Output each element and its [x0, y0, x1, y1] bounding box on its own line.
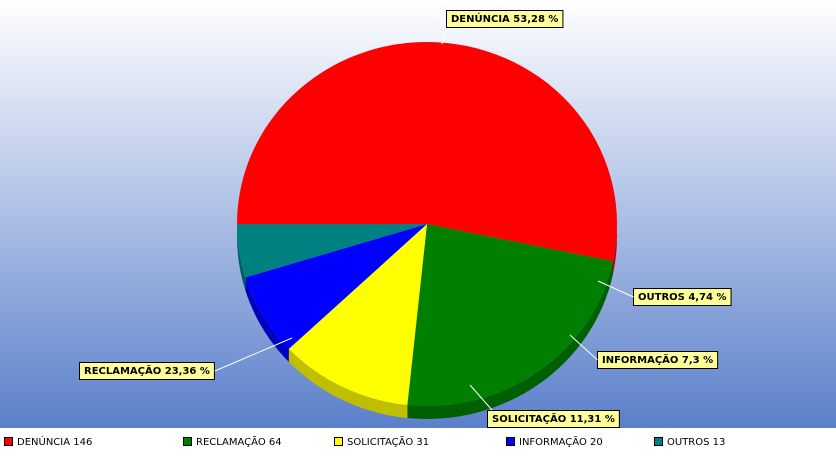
legend-count: 64: [269, 437, 282, 448]
label-value: 4,74 %: [688, 292, 726, 303]
legend-count: 13: [713, 437, 726, 448]
slice-side: [612, 224, 617, 275]
slice-label: DENÚNCIA 53,28 %: [446, 10, 564, 28]
legend-label: DENÚNCIA 146: [17, 435, 92, 448]
label-category: SOLICITAÇÃO: [492, 412, 566, 425]
label-text: DENÚNCIA 53,28 %: [451, 12, 558, 25]
legend-label: SOLICITAÇÃO 31: [347, 435, 429, 448]
legend-category: INFORMAÇÃO: [519, 435, 587, 448]
pie-sides: [237, 224, 617, 420]
legend-label: OUTROS 13: [667, 437, 725, 448]
legend-swatch: [654, 437, 663, 446]
label-value: 23,36 %: [165, 366, 210, 377]
leader-line: [569, 334, 598, 361]
label-category: DENÚNCIA: [451, 12, 510, 25]
leader-line: [597, 280, 634, 298]
label-text: INFORMAÇÃO 7,3 %: [602, 353, 713, 366]
label-category: INFORMAÇÃO: [602, 353, 678, 366]
legend-label: RECLAMAÇÃO 64: [196, 435, 282, 448]
legend-category: RECLAMAÇÃO: [196, 435, 266, 448]
label-text: SOLICITAÇÃO 11,31 %: [492, 412, 615, 425]
legend-count: 146: [73, 437, 92, 448]
label-box: [79, 362, 215, 380]
slice-label: SOLICITAÇÃO 11,31 %: [487, 410, 620, 428]
slice-side: [288, 348, 408, 419]
leader-line: [441, 27, 448, 45]
slice: [407, 224, 613, 406]
label-box: [446, 10, 564, 28]
label-box: [487, 410, 620, 428]
legend-category: DENÚNCIA: [17, 435, 70, 448]
label-value: 7,3 %: [682, 355, 713, 366]
slice: [288, 224, 427, 406]
legend: DENÚNCIA 146 RECLAMAÇÃO 64 SOLICITAÇÃO 31 I…: [4, 435, 725, 448]
legend-swatch: [183, 437, 192, 446]
leader-line: [214, 337, 293, 372]
slice-label: OUTROS 4,74 %: [633, 288, 732, 306]
legend-count: 20: [590, 437, 603, 448]
label-value: 11,31 %: [570, 414, 615, 425]
legend-category: OUTROS: [667, 437, 709, 448]
slice-side: [237, 224, 246, 291]
slice-label: INFORMAÇÃO 7,3 %: [597, 351, 719, 369]
label-category: RECLAMAÇÃO: [84, 364, 161, 377]
legend-label: INFORMAÇÃO 20: [519, 435, 603, 448]
slice-labels: DENÚNCIA 53,28 % RECLAMAÇÃO 23,36 % SOLICI…: [79, 10, 732, 428]
legend-swatch: [334, 437, 343, 446]
label-category: OUTROS: [638, 292, 685, 303]
pie-tops: [237, 42, 617, 406]
legend-category: SOLICITAÇÃO: [347, 435, 413, 448]
slice: [237, 224, 427, 278]
leader-line: [469, 384, 493, 411]
slice-label: RECLAMAÇÃO 23,36 %: [79, 362, 215, 380]
label-value: 53,28 %: [513, 14, 558, 25]
legend-swatch: [506, 437, 515, 446]
slice: [245, 224, 427, 349]
legend-background: [0, 428, 836, 456]
slice-side: [245, 277, 289, 362]
slice: [237, 42, 617, 262]
label-text: RECLAMAÇÃO 23,36 %: [84, 364, 210, 377]
label-text: OUTROS 4,74 %: [638, 292, 727, 303]
legend-swatch: [4, 437, 13, 446]
legend-count: 31: [416, 437, 429, 448]
